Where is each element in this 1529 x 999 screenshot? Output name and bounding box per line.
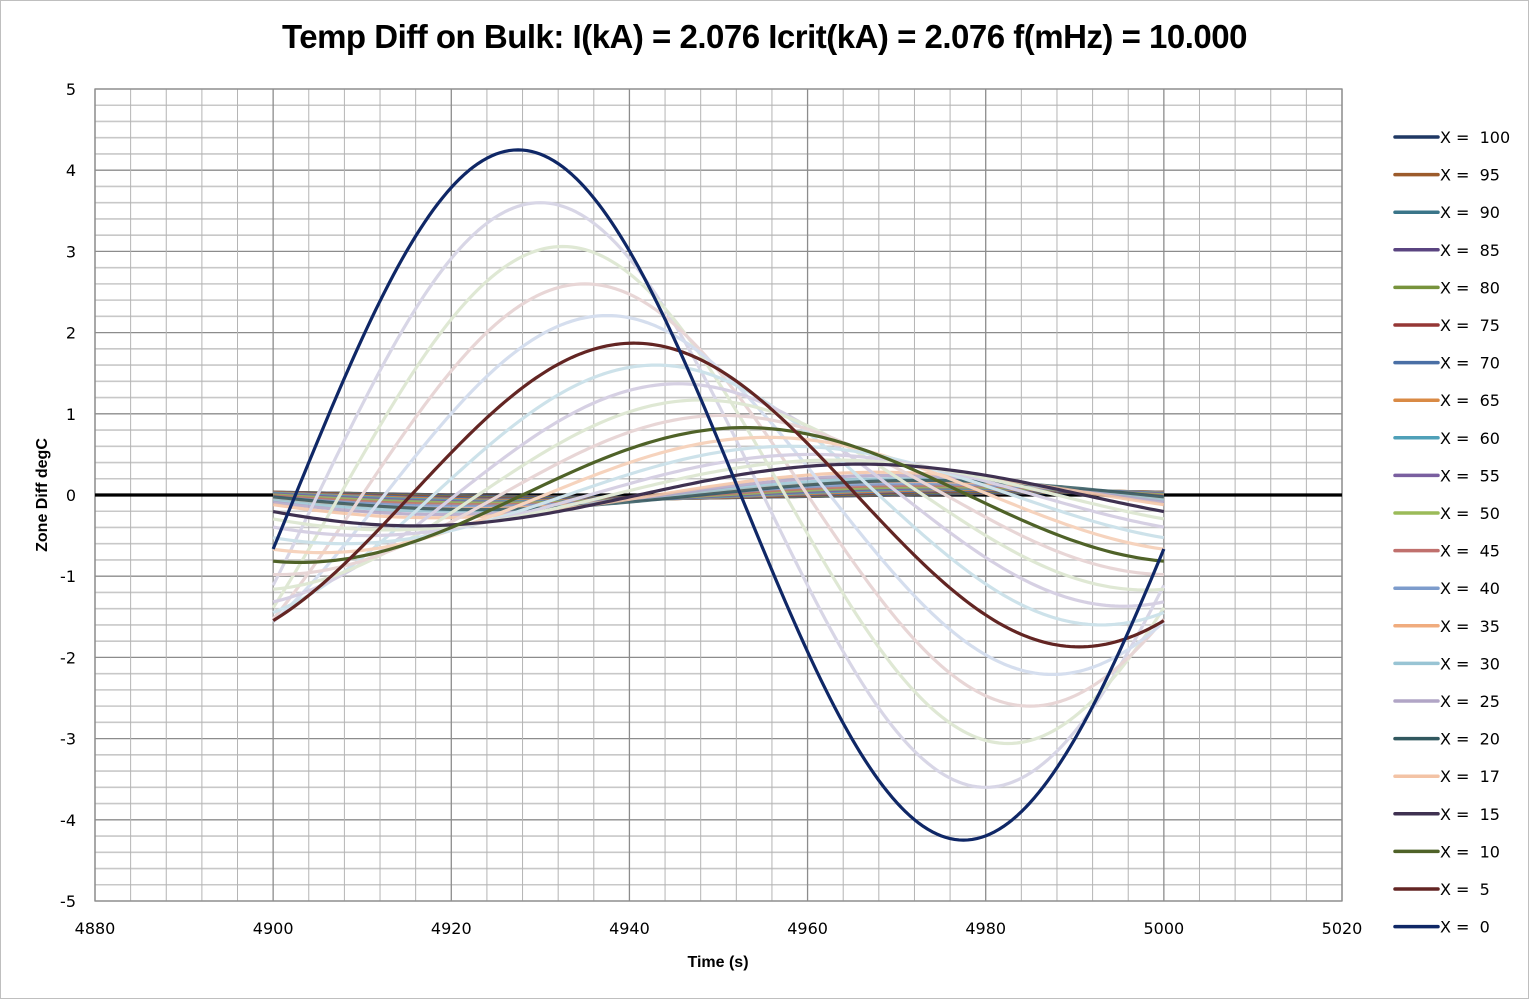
y-tick-label: 2 [66, 324, 76, 343]
legend-label: X = 40 [1440, 579, 1500, 598]
legend-label: X = 65 [1440, 391, 1500, 410]
x-tick-label: 4920 [431, 919, 472, 938]
x-tick-label: 4960 [787, 919, 828, 938]
legend-label: X = 50 [1440, 504, 1500, 523]
legend-label: X = 80 [1440, 278, 1500, 297]
legend-label: X = 100 [1440, 128, 1510, 147]
legend-label: X = 35 [1440, 617, 1500, 636]
y-tick-label: -3 [60, 730, 76, 749]
y-tick-labels: 5 4 3 2 1 0 -1 -2 -3 -4 -5 [60, 80, 76, 911]
y-tick-label: 3 [66, 242, 76, 261]
legend-label: X = 90 [1440, 203, 1500, 222]
legend-label: X = 95 [1440, 166, 1500, 185]
grid [94, 88, 1343, 902]
legend-label: X = 5 [1440, 880, 1490, 899]
x-tick-label: 4880 [75, 919, 116, 938]
x-tick-labels: 4880 4900 4920 4940 4960 4980 5000 5020 [75, 919, 1363, 938]
series-lines [271, 148, 1166, 842]
legend-label: X = 0 [1440, 918, 1490, 937]
legend-label: X = 60 [1440, 429, 1500, 448]
series-line [272, 462, 1165, 528]
y-tick-label: 1 [66, 405, 76, 424]
x-tick-label: 5000 [1143, 919, 1184, 938]
legend-label: X = 30 [1440, 654, 1500, 673]
y-tick-label: -4 [60, 811, 76, 830]
y-tick-label: -2 [60, 648, 76, 667]
chart-title: Temp Diff on Bulk: I(kA) = 2.076 Icrit(k… [282, 18, 1247, 55]
legend-label: X = 85 [1440, 241, 1500, 260]
series-line [273, 426, 1165, 564]
y-tick-label: 0 [66, 486, 76, 505]
legend-label: X = 17 [1440, 767, 1500, 786]
legend-label: X = 45 [1440, 542, 1500, 561]
series-line [272, 363, 1165, 627]
series-line [271, 244, 1166, 746]
x-tick-label: 4940 [609, 919, 650, 938]
x-tick-label: 4980 [965, 919, 1006, 938]
legend-label: X = 25 [1440, 692, 1500, 711]
y-axis-title: Zone Diff degC [34, 438, 51, 552]
series-line [272, 341, 1165, 649]
series-line [272, 444, 1165, 546]
legend-label: X = 10 [1440, 842, 1500, 861]
series-line [272, 382, 1165, 608]
x-axis-title: Time (s) [687, 954, 748, 971]
legend-label: X = 70 [1440, 354, 1500, 373]
series-line [272, 452, 1165, 538]
series-line [271, 148, 1166, 842]
legend-label: X = 55 [1440, 466, 1500, 485]
y-tick-label: -5 [60, 892, 76, 911]
y-tick-label: 4 [66, 161, 76, 180]
y-tick-label: 5 [66, 80, 76, 99]
series-line [272, 458, 1165, 532]
y-tick-label: -1 [60, 567, 76, 586]
x-tick-label: 4900 [253, 919, 294, 938]
x-tick-label: 5020 [1322, 919, 1363, 938]
legend-label: X = 15 [1440, 805, 1500, 824]
series-line [271, 201, 1166, 789]
legend: X = 100 X = 95 X = 90 X = 85 X = 80 X = 75 X =… [1393, 128, 1510, 937]
legend-label: X = 75 [1440, 316, 1500, 335]
legend-label: X = 20 [1440, 730, 1500, 749]
